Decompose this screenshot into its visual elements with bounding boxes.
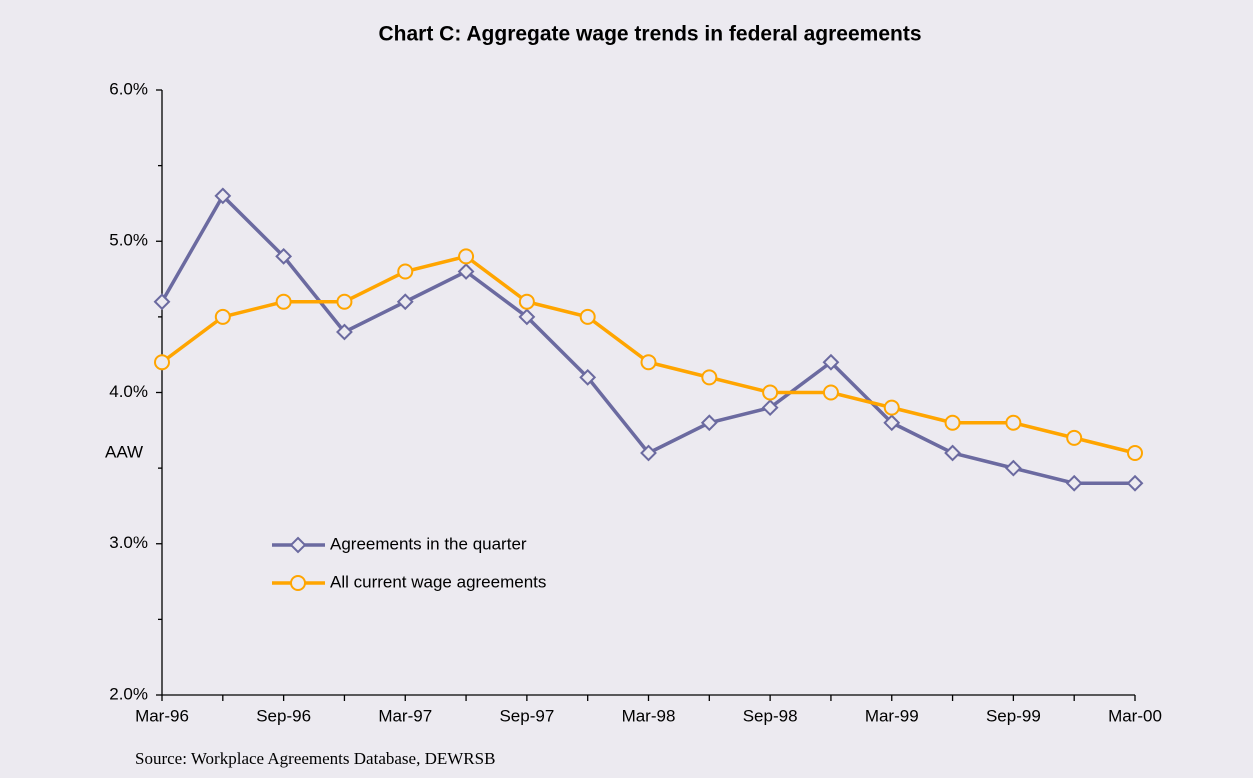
marker [883,414,901,432]
x-tick-label: Sep-97 [499,706,554,725]
marker [640,354,657,371]
marker [153,293,171,311]
marker [1126,474,1144,492]
legend-marker [290,575,306,591]
marker [700,414,718,432]
marker [701,369,718,386]
marker [336,323,353,341]
y-tick-label: 6.0% [109,79,148,98]
x-tick-label: Sep-98 [743,706,798,725]
legend-label: Agreements in the quarter [330,534,527,553]
marker [1065,474,1083,492]
marker [214,187,232,205]
marker [397,263,414,280]
marker [1005,414,1022,431]
marker [275,293,292,310]
marker [518,293,535,310]
legend-marker [289,536,307,554]
x-tick-label: Sep-99 [986,706,1041,725]
x-tick-label: Mar-97 [378,706,432,725]
marker [214,308,231,325]
marker [579,368,597,386]
marker [883,399,900,416]
y-tick-label: 3.0% [109,533,148,552]
marker [579,308,596,325]
source-note: Source: Workplace Agreements Database, D… [135,749,495,768]
chart-title: Chart C: Aggregate wage trends in federa… [378,23,921,46]
marker [275,247,293,265]
marker [944,414,961,431]
marker [1004,459,1022,477]
marker [761,399,779,417]
marker [1066,429,1083,446]
y-tick-label: 4.0% [109,382,148,401]
marker [822,384,839,401]
marker [154,354,170,371]
x-tick-label: Mar-00 [1108,706,1162,725]
marker [396,293,414,311]
x-tick-label: Mar-98 [622,706,676,725]
x-tick-label: Mar-96 [135,706,189,725]
marker [518,308,536,326]
x-tick-label: Sep-96 [256,706,311,725]
marker [458,248,475,265]
marker [1127,445,1143,461]
x-tick-label: Mar-99 [865,706,919,725]
legend-label: All current wage agreements [330,572,546,591]
marker [640,444,657,462]
marker [762,384,779,401]
marker [336,293,353,310]
marker [457,263,475,280]
marker [944,444,961,462]
marker [822,353,840,371]
y-tick-label: 5.0% [109,231,148,250]
y-axis-label: AAW [105,442,143,461]
y-tick-label: 2.0% [109,684,148,703]
